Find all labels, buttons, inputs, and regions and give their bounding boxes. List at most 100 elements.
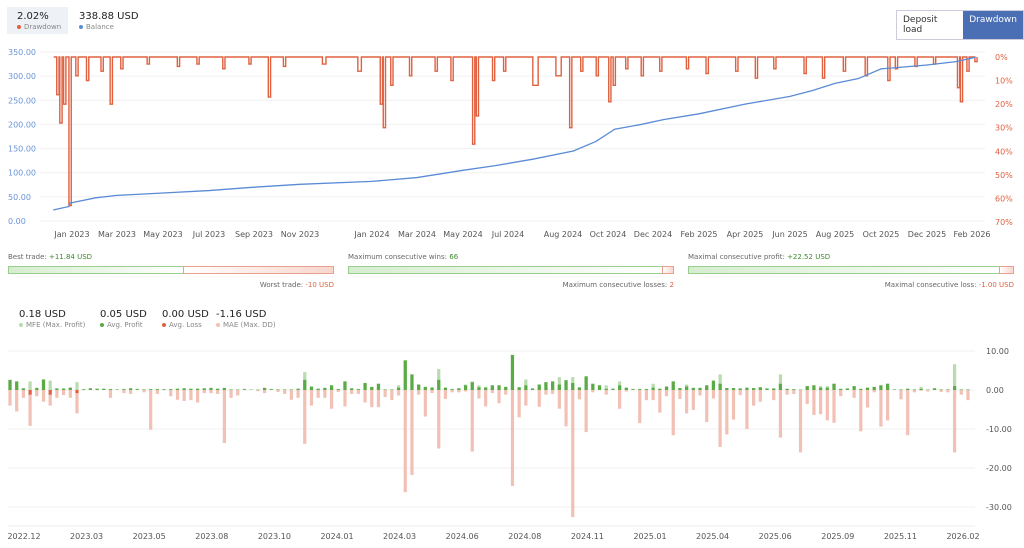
trade-bar bbox=[725, 388, 729, 435]
mae-bar bbox=[68, 390, 72, 398]
trade-bar bbox=[959, 389, 963, 395]
mae-bar bbox=[872, 390, 876, 393]
mae-bar bbox=[484, 390, 488, 407]
profit-bar bbox=[108, 389, 113, 390]
profit-bar bbox=[356, 389, 360, 390]
profit-bar bbox=[269, 389, 273, 390]
trade-bar bbox=[624, 387, 628, 392]
profit-bar bbox=[778, 383, 783, 390]
trade-bar bbox=[718, 374, 722, 447]
profit-bar bbox=[932, 388, 937, 390]
mae-bar bbox=[289, 390, 293, 400]
mfe-bar bbox=[912, 389, 917, 390]
trade-bar bbox=[597, 385, 602, 390]
profit-bar bbox=[638, 389, 642, 390]
profit-bar bbox=[517, 387, 521, 390]
stat-positive-fill bbox=[689, 267, 1001, 273]
trade-bar bbox=[685, 384, 689, 414]
profit-bar bbox=[396, 387, 401, 390]
profit-bar bbox=[919, 388, 923, 390]
profit-bar bbox=[175, 388, 180, 390]
profit-bar bbox=[376, 383, 381, 390]
mae-bar bbox=[879, 390, 883, 427]
mae-bar bbox=[423, 390, 427, 417]
mfe-bar bbox=[557, 377, 561, 390]
mae-bar bbox=[564, 390, 568, 427]
y-tick: 10.00 bbox=[986, 347, 1009, 356]
summary-label: Avg. Profit bbox=[107, 321, 143, 329]
profit-bar bbox=[825, 387, 829, 390]
trade-bar bbox=[262, 387, 267, 394]
drawdown-summary bbox=[7, 7, 68, 34]
profit-bar bbox=[611, 388, 615, 390]
mae-bar bbox=[437, 390, 441, 449]
summary-legend[interactable]: MAE (Max. DD) bbox=[216, 321, 276, 329]
trade-bar bbox=[189, 388, 193, 401]
x-tick: Sep 2023 bbox=[235, 230, 273, 239]
summary-legend[interactable]: MFE (Max. Profit) bbox=[19, 321, 85, 329]
trade-bar bbox=[852, 386, 856, 398]
mfe-bar bbox=[283, 389, 287, 390]
y-left-tick: 150.00 bbox=[8, 145, 36, 154]
profit-bar bbox=[718, 383, 722, 390]
summary-label: Avg. Loss bbox=[169, 321, 202, 329]
profit-bar bbox=[859, 388, 863, 390]
trade-bar bbox=[698, 387, 702, 396]
mae-bar bbox=[658, 390, 662, 413]
mae-bar bbox=[370, 390, 374, 408]
trade-bar bbox=[825, 386, 829, 421]
profit-bar bbox=[8, 379, 12, 390]
x-tick: 2024.08 bbox=[508, 532, 541, 541]
mae-bar bbox=[309, 390, 314, 406]
profit-bar bbox=[296, 388, 300, 390]
deposit-load-button[interactable]: Deposit load bbox=[903, 15, 938, 35]
mode-toggle: Deposit load Drawdown bbox=[896, 10, 1024, 40]
profit-bar bbox=[571, 382, 575, 390]
trade-bar bbox=[149, 388, 153, 430]
profit-bar bbox=[631, 389, 635, 390]
profit-bar bbox=[819, 387, 823, 390]
trade-bar bbox=[95, 388, 99, 390]
drawdown-button[interactable]: Drawdown bbox=[963, 11, 1023, 39]
mae-bar bbox=[222, 390, 226, 444]
trade-bar bbox=[832, 383, 836, 423]
mae-bar bbox=[209, 390, 213, 394]
trade-bar bbox=[108, 388, 113, 398]
trade-bar bbox=[758, 387, 762, 402]
loss-bar bbox=[75, 390, 79, 394]
trade-bar bbox=[530, 388, 535, 390]
profit-bar bbox=[430, 387, 434, 390]
summary-legend[interactable]: Avg. Profit bbox=[100, 321, 143, 329]
mfe-bar bbox=[604, 385, 608, 390]
mae-bar bbox=[618, 390, 622, 409]
trade-bar bbox=[195, 388, 200, 403]
mae-bar bbox=[256, 390, 260, 392]
profit-bar bbox=[363, 382, 367, 390]
mae-bar bbox=[169, 390, 173, 397]
drawdown-legend[interactable]: Drawdown bbox=[17, 23, 61, 31]
x-tick: Mar 2024 bbox=[398, 230, 436, 239]
profit-bar bbox=[463, 385, 468, 390]
x-tick: Feb 2025 bbox=[680, 230, 717, 239]
profit-bar bbox=[832, 383, 836, 390]
profit-bar bbox=[202, 388, 206, 390]
mae-bar bbox=[236, 390, 240, 396]
trade-bar bbox=[557, 377, 561, 409]
profit-bar bbox=[155, 389, 159, 390]
summary-legend[interactable]: Avg. Loss bbox=[162, 321, 202, 329]
trade-bar bbox=[664, 386, 669, 397]
summary-value: 0.00 USD bbox=[162, 309, 209, 320]
profit-bar bbox=[685, 386, 689, 390]
mfe-bar bbox=[289, 389, 293, 390]
balance-legend[interactable]: Balance bbox=[79, 23, 114, 31]
profit-bar bbox=[35, 388, 39, 390]
trade-bar bbox=[269, 388, 273, 390]
profit-bar bbox=[423, 386, 427, 390]
trade-bar bbox=[423, 386, 427, 417]
mae-bar bbox=[296, 390, 300, 398]
loss-bar bbox=[28, 390, 32, 395]
mae-bar bbox=[785, 390, 789, 395]
profit-bar bbox=[443, 387, 448, 390]
profit-bar bbox=[845, 388, 850, 390]
x-tick: 2024.01 bbox=[320, 532, 353, 541]
